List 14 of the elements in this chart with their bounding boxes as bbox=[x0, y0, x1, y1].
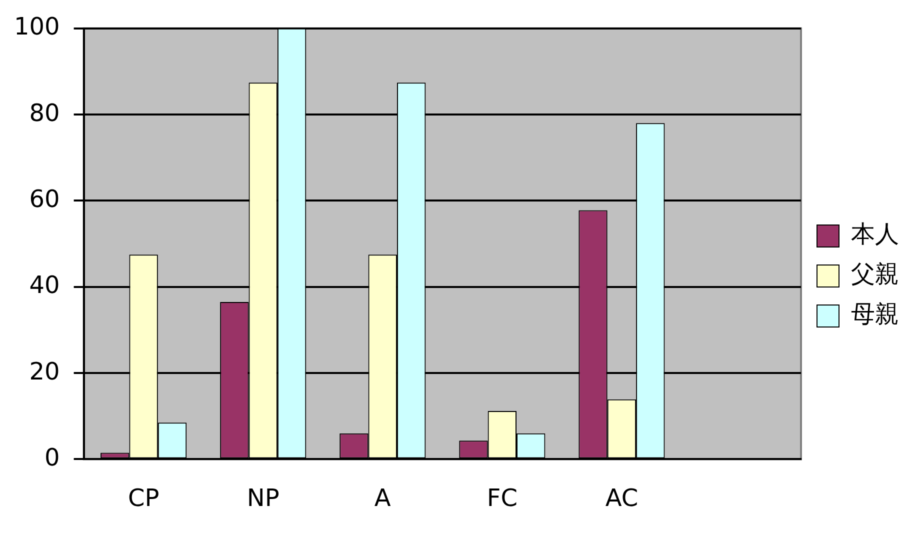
y-tick-label: 60 bbox=[29, 184, 60, 213]
legend-label: 本人 bbox=[851, 220, 899, 248]
x-tick-label: AC bbox=[605, 484, 638, 512]
y-tick-label: 40 bbox=[29, 271, 60, 300]
legend-label: 父親 bbox=[851, 260, 899, 288]
x-tick-label: A bbox=[374, 484, 392, 512]
x-tick-label: CP bbox=[128, 484, 160, 512]
legend-label: 母親 bbox=[851, 300, 899, 328]
y-tick-label: 20 bbox=[29, 357, 60, 386]
y-tick-label: 80 bbox=[29, 98, 60, 127]
x-tick-label: FC bbox=[486, 484, 518, 512]
y-tick-label: 0 bbox=[44, 443, 60, 472]
x-tick-label: NP bbox=[246, 484, 280, 512]
y-tick-label: 100 bbox=[14, 12, 60, 41]
